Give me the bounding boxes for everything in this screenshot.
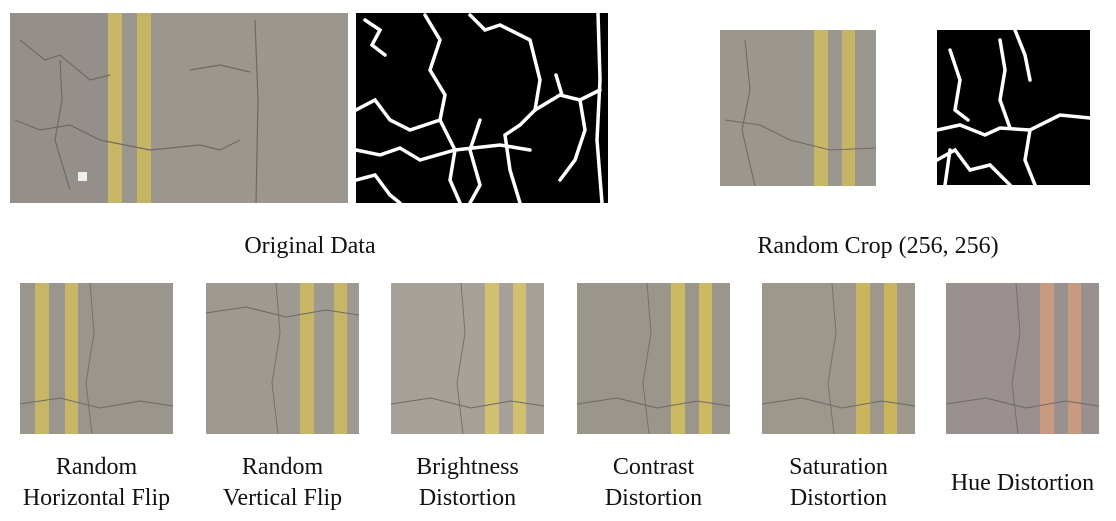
caption: Hue Distortion [951,470,1094,496]
lane-stripe [300,283,314,434]
caption: Distortion [605,485,702,511]
lane-stripe [856,283,870,434]
caption: Random [56,454,138,480]
lane-stripe [513,283,526,434]
lane-stripe [884,283,897,434]
lane-stripe [671,283,685,434]
original-image [10,13,348,203]
augmented-image [946,283,1099,434]
caption: Distortion [419,485,516,511]
lane-stripe [1068,283,1081,434]
original-mask [356,13,608,203]
crop-mask [937,30,1090,185]
lane-stripe [334,283,347,434]
augmented-image [577,283,730,434]
caption: Distortion [790,485,887,511]
augmented-image [206,283,359,434]
caption: Contrast [613,454,695,480]
caption: Brightness [416,454,519,480]
lane-stripe [1040,283,1054,434]
crop-image [720,30,876,186]
caption: Random [242,454,324,480]
caption: Vertical Flip [223,485,342,511]
augmented-image [391,283,544,434]
lane-stripe [35,283,49,434]
lane-stripe [65,283,78,434]
caption: Saturation [789,454,888,480]
caption: Original Data [244,233,376,259]
caption: Horizontal Flip [23,485,170,511]
augmented-image [762,283,915,434]
figure: Original Data Random Crop (256, 256) Ran… [0,0,1116,521]
caption: Random Crop (256, 256) [757,233,998,259]
lane-stripe [699,283,712,434]
augmented-image [20,283,173,434]
lane-stripe [485,283,499,434]
